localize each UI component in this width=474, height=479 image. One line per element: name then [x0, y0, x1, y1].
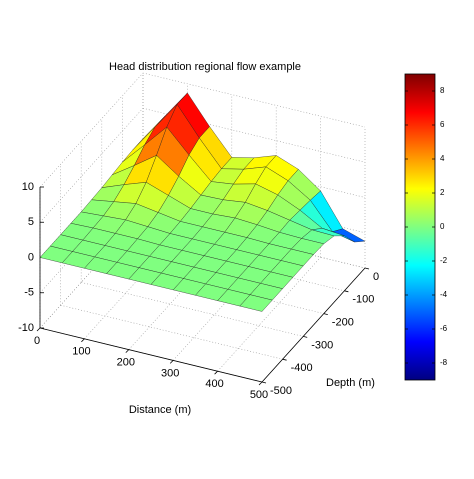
axis-line	[261, 267, 366, 383]
y-tick-label: -200	[332, 317, 354, 329]
x-tick-label: 0	[34, 335, 40, 347]
z-tick-label: 0	[28, 251, 34, 263]
colorbar-tick-label: 8	[440, 86, 445, 95]
x-tick-label: 400	[205, 378, 223, 390]
y-tick-label: -100	[352, 294, 374, 306]
x-tick	[214, 370, 218, 375]
x-tick	[36, 327, 41, 332]
y-tick-label: -300	[311, 339, 333, 351]
x-tick-label: 200	[117, 357, 135, 369]
z-tick-label: -10	[18, 322, 34, 334]
axis-line	[39, 327, 263, 383]
x-tick	[258, 381, 263, 386]
y-tick	[282, 358, 287, 361]
y-tick-label: 0	[373, 271, 379, 283]
colorbar-tick-label: -2	[440, 256, 448, 265]
x-tick-label: 500	[250, 389, 268, 401]
z-tick-label: -5	[24, 287, 34, 299]
y-tick	[261, 381, 267, 384]
surface-patch	[239, 294, 273, 312]
y-tick	[303, 336, 308, 338]
colorbar-tick-label: 6	[440, 120, 445, 129]
grid-line	[81, 282, 304, 337]
x-axis-label: Distance (m)	[129, 404, 191, 416]
y-tick	[344, 290, 349, 293]
x-tick-label: 100	[72, 346, 90, 358]
z-tick-label: 5	[28, 216, 34, 228]
y-tick-label: -400	[291, 362, 313, 374]
y-tick-label: -500	[270, 385, 292, 397]
colorbar	[404, 73, 436, 381]
chart-title: Head distribution regional flow example	[109, 61, 301, 73]
x-tick	[125, 349, 130, 353]
colorbar-tick-label: -8	[440, 358, 448, 367]
x-tick-label: 300	[161, 367, 179, 379]
y-tick	[323, 313, 328, 315]
colorbar-tick-label: 2	[440, 188, 445, 197]
y-tick	[364, 267, 370, 270]
grid-line	[60, 304, 283, 360]
grid-line	[142, 107, 366, 163]
colorbar-tick-label: -6	[440, 324, 448, 333]
x-tick	[81, 338, 85, 343]
colorbar-tick-label: 0	[440, 222, 445, 231]
z-tick-label: 10	[22, 181, 34, 193]
colorbar-tick-label: -4	[440, 290, 448, 299]
grid-line	[142, 72, 366, 128]
x-tick	[169, 360, 174, 364]
colorbar-tick-label: 4	[440, 154, 445, 163]
y-axis-label: Depth (m)	[326, 377, 375, 389]
